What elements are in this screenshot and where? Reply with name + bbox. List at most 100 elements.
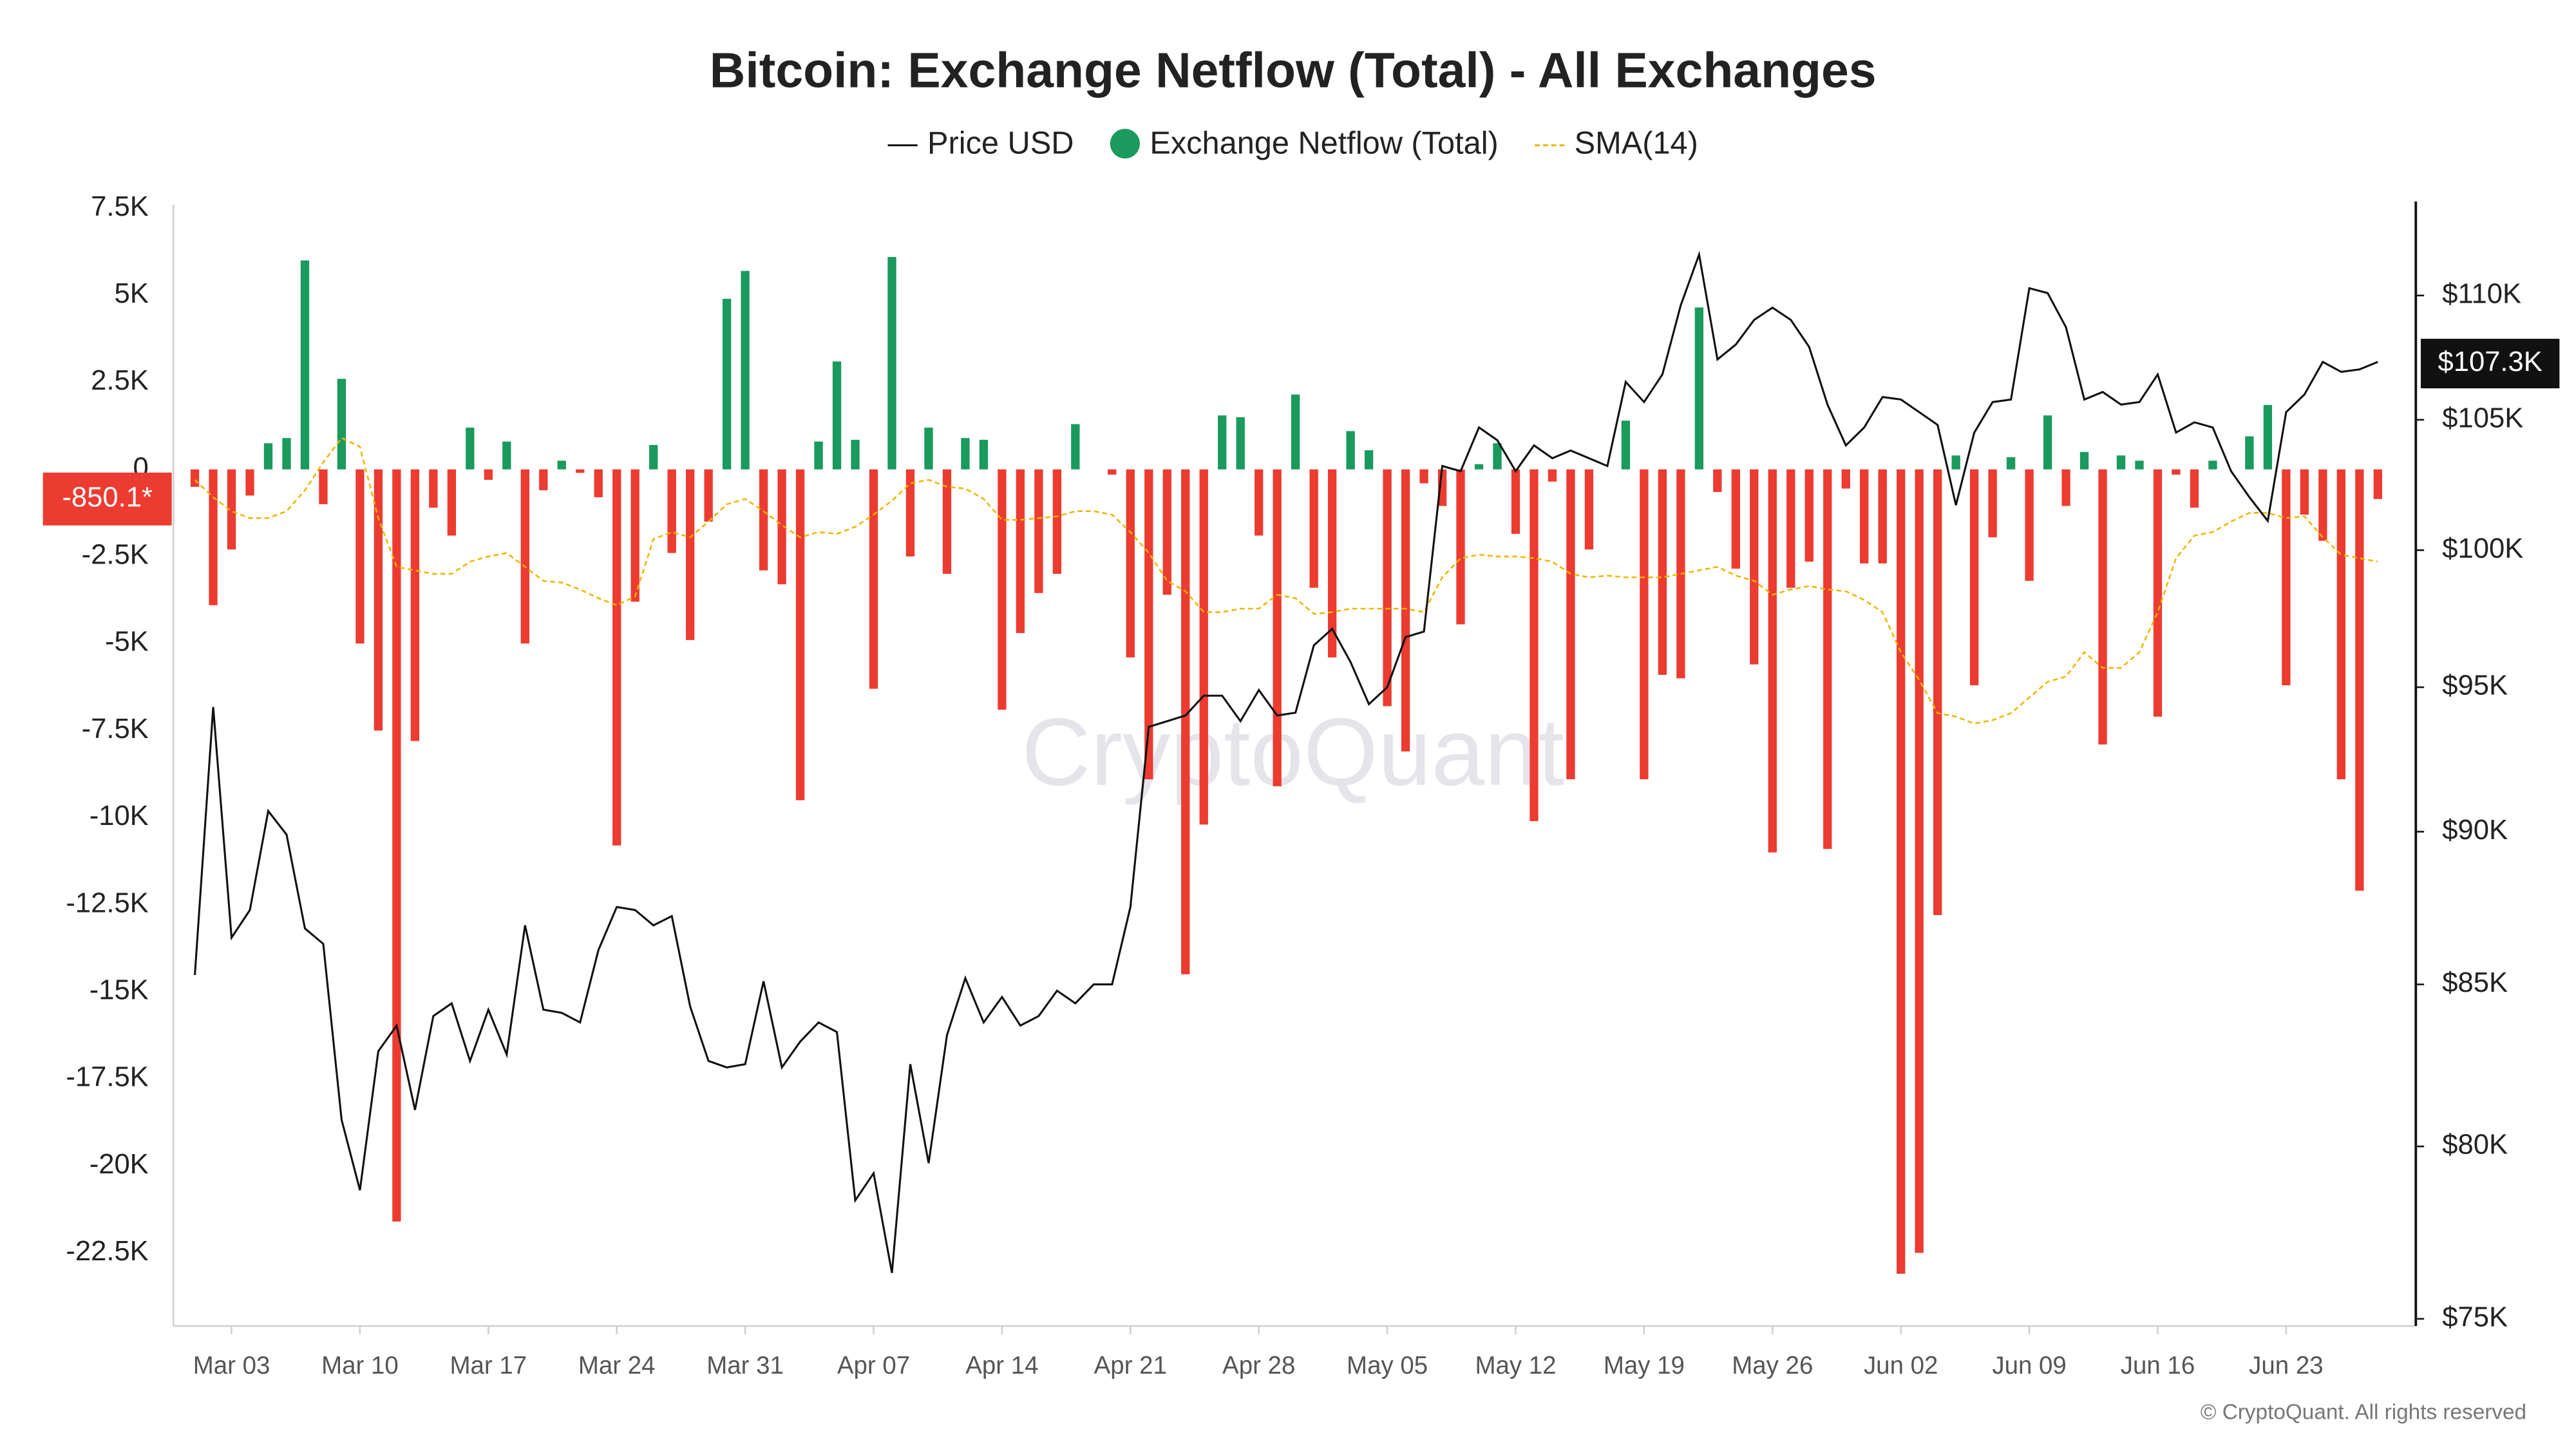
- bar: [1878, 469, 1887, 564]
- bar: [2355, 469, 2364, 891]
- bar: [2208, 460, 2217, 469]
- bar: [685, 469, 695, 640]
- bar: [1786, 469, 1795, 588]
- bar: [1915, 469, 1924, 1253]
- bar: [539, 469, 548, 491]
- bar: [1126, 469, 1135, 658]
- x-tick-label: Apr 14: [965, 1352, 1038, 1379]
- y2-tick-label: $110K: [2442, 278, 2521, 309]
- bar: [2263, 404, 2273, 469]
- x-tick-label: May 05: [1347, 1352, 1428, 1379]
- bar: [722, 298, 732, 469]
- bar: [1456, 469, 1465, 625]
- bar: [759, 469, 768, 571]
- y-tick-label: -12.5K: [66, 887, 148, 918]
- bar: [190, 469, 200, 487]
- bar: [466, 427, 475, 469]
- bar: [2190, 469, 2199, 508]
- last-value-label: -850.1*: [62, 482, 153, 513]
- bar: [814, 441, 823, 469]
- y-tick-label: -2.5K: [82, 540, 149, 571]
- bar: [1052, 469, 1062, 574]
- bar: [2098, 469, 2107, 745]
- bar: [2373, 469, 2382, 499]
- bar: [2245, 436, 2254, 469]
- bar: [1640, 469, 1649, 780]
- bar: [1327, 469, 1337, 658]
- bar: [1309, 469, 1318, 588]
- bar: [337, 379, 346, 469]
- price-line: [194, 251, 2378, 1273]
- bar: [1566, 469, 1575, 780]
- y-tick-label: -22.5K: [66, 1236, 148, 1267]
- bar: [1273, 469, 1282, 786]
- bar: [1621, 421, 1631, 469]
- bar: [1144, 469, 1153, 780]
- y2-tick-label: $80K: [2442, 1130, 2508, 1160]
- y-tick-label: -5K: [105, 627, 149, 658]
- bar: [979, 439, 989, 469]
- y2-tick-label: $90K: [2442, 815, 2508, 846]
- bar: [282, 438, 291, 469]
- bar: [2043, 415, 2052, 469]
- x-tick-label: May 26: [1732, 1352, 1813, 1379]
- bar: [429, 469, 438, 508]
- bar: [667, 469, 676, 553]
- bar: [2006, 457, 2016, 469]
- x-tick-label: Mar 10: [321, 1352, 399, 1379]
- last-value-box: [43, 472, 172, 526]
- y2-tick-label: $85K: [2442, 967, 2508, 998]
- legend: Price USD Exchange Netflow (Total) SMA(14): [887, 126, 1698, 161]
- bar: [2336, 469, 2346, 780]
- legend-label: SMA(14): [1575, 126, 1698, 161]
- bar: [1750, 469, 1759, 665]
- bar: [520, 469, 529, 644]
- bar: [227, 469, 236, 550]
- bar: [1860, 469, 1869, 564]
- bar: [263, 443, 273, 469]
- bar: [1255, 469, 1264, 536]
- legend-label: Price USD: [927, 126, 1074, 161]
- y-tick-label: 2.5K: [91, 365, 149, 396]
- bar: [410, 469, 420, 741]
- bar: [1897, 469, 1906, 1274]
- y-tick-label: -7.5K: [82, 714, 149, 744]
- bar: [594, 469, 603, 498]
- bar: [649, 445, 658, 469]
- bar: [1694, 307, 1704, 469]
- legend-label: Exchange Netflow (Total): [1150, 126, 1498, 161]
- bar: [1016, 469, 1025, 633]
- bar: [942, 469, 952, 574]
- x-tick-label: Jun 02: [1864, 1352, 1938, 1379]
- bar: [484, 469, 493, 480]
- last-value-label: $107.3K: [2438, 346, 2542, 377]
- bar: [998, 469, 1007, 710]
- bar: [1419, 469, 1428, 484]
- x-tick-label: Mar 03: [193, 1352, 270, 1379]
- bar: [1071, 424, 1080, 469]
- bar: [612, 469, 621, 846]
- bar: [961, 438, 970, 469]
- bar: [576, 469, 585, 473]
- x-tick-label: Jun 09: [1992, 1352, 2066, 1379]
- bar: [2135, 460, 2144, 469]
- x-tick-label: Jun 23: [2249, 1352, 2323, 1379]
- legend-marker: [1110, 129, 1140, 159]
- bar: [1676, 469, 1685, 679]
- bar: [887, 257, 896, 469]
- y2-tick-label: $105K: [2442, 402, 2523, 433]
- bar: [2025, 469, 2034, 581]
- bar: [2172, 469, 2181, 475]
- bar: [1584, 469, 1594, 550]
- y-tick-label: 5K: [114, 278, 148, 309]
- bar: [355, 469, 365, 644]
- bar: [1401, 469, 1410, 752]
- bar: [1383, 469, 1392, 706]
- bar: [1658, 469, 1667, 675]
- bar: [1364, 450, 1374, 469]
- bar: [924, 427, 933, 469]
- x-tick-label: May 12: [1475, 1352, 1556, 1379]
- bar: [2282, 469, 2291, 686]
